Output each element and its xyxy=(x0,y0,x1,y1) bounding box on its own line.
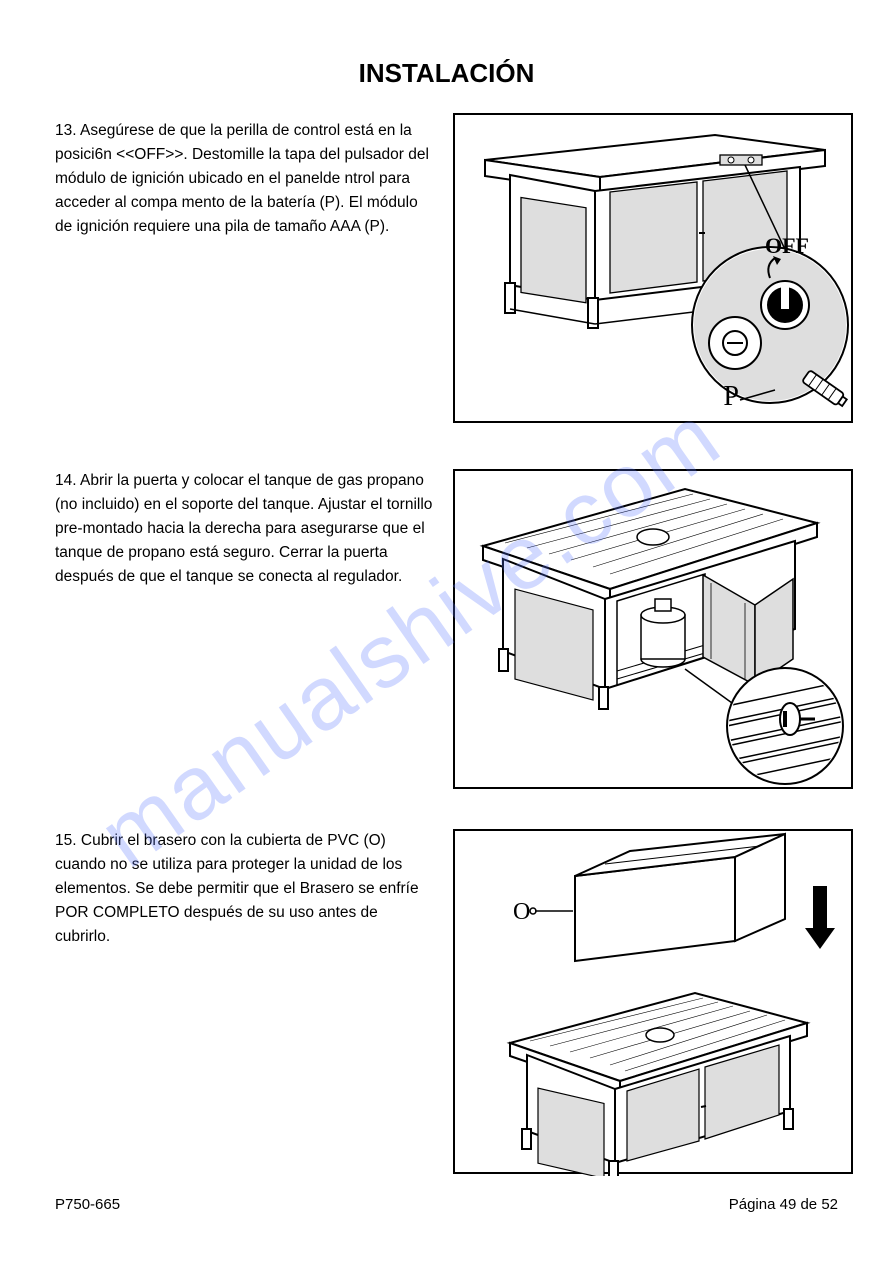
figure-15: O xyxy=(453,829,853,1174)
step-15: 15. Cubrir el brasero con la cubierta de… xyxy=(55,829,853,1174)
label-o: O xyxy=(513,899,530,926)
figure-13: OFF P xyxy=(453,113,853,423)
label-off: OFF xyxy=(765,233,809,259)
step-13-body: Asegúrese de que la perilla de control e… xyxy=(55,122,429,235)
step-14: 14. Abrir la puerta y colocar el tanque … xyxy=(55,469,853,789)
figure-14-svg xyxy=(455,471,855,791)
step-14-number: 14. xyxy=(55,472,77,489)
page-title: INSTALACIÓN xyxy=(0,0,893,119)
step-14-text: 14. Abrir la puerta y colocar el tanque … xyxy=(55,469,433,589)
step-15-body: Cubrir el brasero con la cubierta de PVC… xyxy=(55,832,419,945)
step-15-text: 15. Cubrir el brasero con la cubierta de… xyxy=(55,829,433,949)
footer-model: P750-665 xyxy=(55,1196,120,1213)
step-13-text: 13. Asegúrese de que la perilla de contr… xyxy=(55,119,433,239)
step-14-body: Abrir la puerta y colocar el tanque de g… xyxy=(55,472,432,585)
label-p: P xyxy=(723,381,739,413)
step-13: 13. Asegúrese de que la perilla de contr… xyxy=(55,119,853,429)
step-15-number: 15. xyxy=(55,832,77,849)
page-footer: P750-665 Página 49 de 52 xyxy=(55,1196,838,1213)
figure-15-svg xyxy=(455,831,855,1176)
step-13-number: 13. xyxy=(55,122,77,139)
content-area: 13. Asegúrese de que la perilla de contr… xyxy=(0,119,893,1174)
figure-13-svg xyxy=(455,115,855,425)
footer-page: Página 49 de 52 xyxy=(729,1196,838,1213)
figure-14 xyxy=(453,469,853,789)
